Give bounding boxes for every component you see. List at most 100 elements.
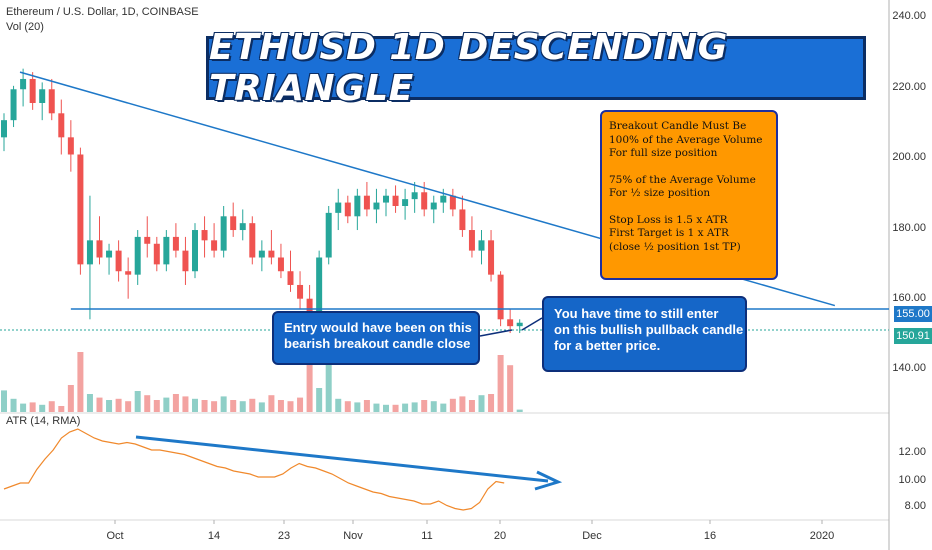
candle-body: [459, 209, 466, 231]
candle-body: [220, 216, 227, 251]
volume-bar: [478, 395, 485, 412]
candle-body: [383, 195, 389, 203]
candle-body: [277, 257, 284, 272]
title-banner: ETHUSD 1D DESCENDING TRIANGLE: [206, 27, 866, 109]
atr-y-tick: 12.00: [898, 446, 926, 458]
x-tick: Nov: [343, 530, 363, 542]
x-tick: 16: [703, 530, 717, 542]
volume-bar: [125, 401, 132, 412]
volume-label: Vol (20): [6, 21, 44, 33]
rule-line: (close ½ position 1st TP): [609, 240, 741, 253]
candle-body: [411, 192, 418, 200]
y-tick: 160.00: [892, 292, 926, 304]
candle-body: [325, 212, 332, 258]
candle-body: [86, 240, 93, 265]
volume-bar: [297, 397, 304, 412]
candle-body: [144, 236, 151, 244]
candle-body: [478, 240, 485, 251]
pullback-line: on this bullish pullback candle: [554, 322, 744, 337]
volume-bar: [106, 400, 113, 412]
candle-body: [77, 154, 84, 265]
volume-bar: [182, 396, 189, 412]
volume-bar: [373, 403, 380, 412]
candle-body: [239, 223, 246, 231]
x-tick: Dec: [582, 530, 602, 542]
volume-bar: [58, 406, 65, 412]
x-tick: 20: [493, 530, 507, 542]
candle-body: [354, 195, 361, 217]
rule-line: Stop Loss is 1.5 x ATR: [609, 213, 728, 226]
candle-body: [20, 78, 27, 90]
volume-bar: [220, 396, 227, 412]
y-tick: 180.00: [892, 222, 926, 234]
rule-line: First Target is 1 x ATR: [609, 227, 729, 239]
candle-body: [106, 250, 113, 258]
candle-body: [468, 230, 475, 251]
volume-bar: [363, 400, 370, 412]
candle-body: [10, 89, 17, 121]
x-tick: 14: [207, 530, 221, 542]
atr-y-tick: 8.00: [904, 500, 926, 512]
candle-body: [1, 120, 7, 138]
candle-body: [297, 284, 304, 299]
candle-body: [201, 230, 208, 241]
candle-body: [192, 230, 198, 272]
banner-title: ETHUSD 1D DESCENDING TRIANGLE: [209, 27, 728, 109]
resistance-price-tag: 155.00: [894, 306, 932, 322]
candle-body: [287, 271, 294, 285]
atr-y-tick: 10.00: [898, 474, 926, 486]
last-price-tag: 150.91: [894, 328, 932, 344]
entry-line: Entry would have been on this: [284, 320, 472, 335]
volume-bar: [488, 394, 495, 412]
volume-bar: [316, 388, 323, 412]
axes: [114, 520, 823, 524]
volume-bar: [48, 401, 55, 412]
volume-bar: [325, 361, 332, 412]
rule-line: 100% of the Average Volume: [609, 133, 763, 146]
candle-body: [163, 236, 170, 265]
pullback-pointer: [521, 317, 543, 331]
candle-body: [497, 274, 504, 320]
volume-bar: [172, 394, 179, 412]
candle-body: [211, 240, 218, 251]
volume-bar: [67, 385, 74, 412]
candle-body: [249, 223, 256, 258]
entry-note: Entry would have been on this bearish br…: [272, 311, 480, 365]
candle-body: [153, 243, 160, 265]
candle-body: [421, 192, 428, 210]
candle-body: [430, 202, 437, 210]
candle-body: [507, 319, 514, 327]
y-tick: 240.00: [892, 10, 926, 22]
volume-bar: [468, 400, 475, 412]
candle-body: [440, 195, 447, 203]
atr-arrow-head: [534, 470, 563, 491]
rule-line: For ½ size position: [609, 187, 711, 199]
volume-bar: [430, 401, 437, 412]
volume-bar: [268, 395, 275, 412]
volume-bar: [239, 401, 246, 412]
volume-bar: [516, 409, 523, 412]
candle-body: [96, 240, 103, 258]
candle-body: [125, 271, 132, 275]
pullback-line: for a better price.: [554, 338, 661, 353]
pullback-line: You have time to still enter: [554, 306, 719, 321]
candle-body: [115, 250, 122, 272]
volume-bar: [144, 395, 151, 412]
candle-body: [268, 250, 275, 258]
x-tick: 2020: [809, 530, 835, 542]
volume-bar: [449, 398, 456, 412]
candle-body: [449, 195, 456, 210]
candle-body: [402, 199, 409, 206]
volume-bar: [402, 403, 409, 412]
atr-panel: [3, 428, 563, 511]
candle-body: [516, 322, 523, 327]
volume-bar: [192, 398, 198, 412]
candle-body: [58, 113, 65, 138]
volume-bars: [1, 352, 523, 412]
candle-body: [392, 195, 399, 206]
candle-body: [48, 89, 55, 114]
volume-bar: [153, 400, 160, 412]
rules-note: Breakout Candle Must Be 100% of the Aver…: [600, 110, 778, 280]
volume-bar: [459, 396, 466, 412]
